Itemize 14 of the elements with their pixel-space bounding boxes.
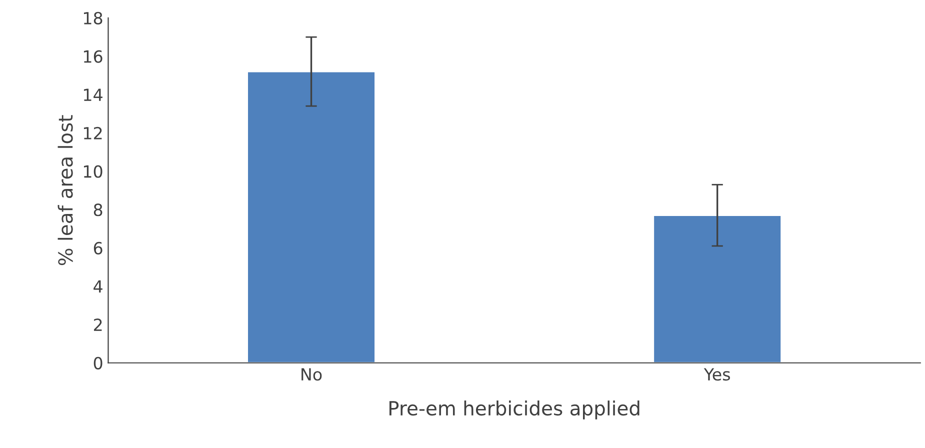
y-tick-label: 6 [94, 242, 102, 254]
y-tick-label: 4 [94, 280, 102, 293]
x-axis-title: Pre-em herbicides applied [389, 400, 640, 420]
y-tick-label: 8 [94, 204, 102, 216]
y-tick-label: 0 [94, 356, 102, 370]
y-tick-label: 14 [84, 88, 102, 101]
x-tick-label: Yes [704, 368, 730, 381]
y-tick-label: 12 [84, 126, 102, 140]
x-tick-label: No [302, 368, 322, 381]
y-axis-title: % leaf area lost [58, 115, 73, 266]
y-tick-label: 10 [84, 165, 102, 178]
y-tick-label: 18 [84, 12, 102, 24]
y-tick-label: 2 [94, 318, 102, 331]
y-tick-label: 16 [84, 50, 102, 63]
